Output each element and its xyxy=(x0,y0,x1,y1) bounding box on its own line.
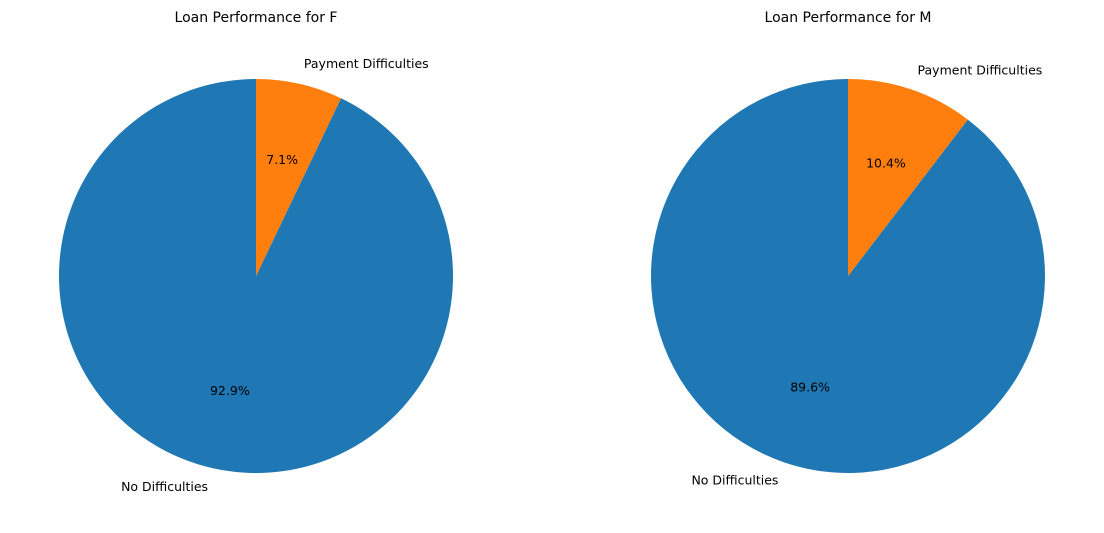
pct-label-m-0: 10.4% xyxy=(866,156,906,171)
slice-label-m-1: No Difficulties xyxy=(691,473,778,488)
slice-label-f-1: No Difficulties xyxy=(121,479,208,494)
pct-label-m-1: 89.6% xyxy=(790,379,830,394)
pie-chart-m: Loan Performance for M Payment Difficult… xyxy=(651,10,1045,488)
chart-title-m: Loan Performance for M xyxy=(765,10,932,26)
pct-label-f-1: 92.9% xyxy=(210,383,250,398)
pie-chart-f: Loan Performance for F Payment Difficult… xyxy=(58,10,453,494)
chart-title-f: Loan Performance for F xyxy=(175,10,338,26)
pct-label-f-0: 7.1% xyxy=(266,152,298,167)
slice-label-f-0: Payment Difficulties xyxy=(304,56,429,71)
pie-slice-f-payment-difficulties xyxy=(256,79,341,276)
pie-slice-m-payment-difficulties xyxy=(848,79,968,276)
pie-slice-f-no-difficulties xyxy=(58,79,453,474)
slice-label-m-0: Payment Difficulties xyxy=(918,62,1043,77)
